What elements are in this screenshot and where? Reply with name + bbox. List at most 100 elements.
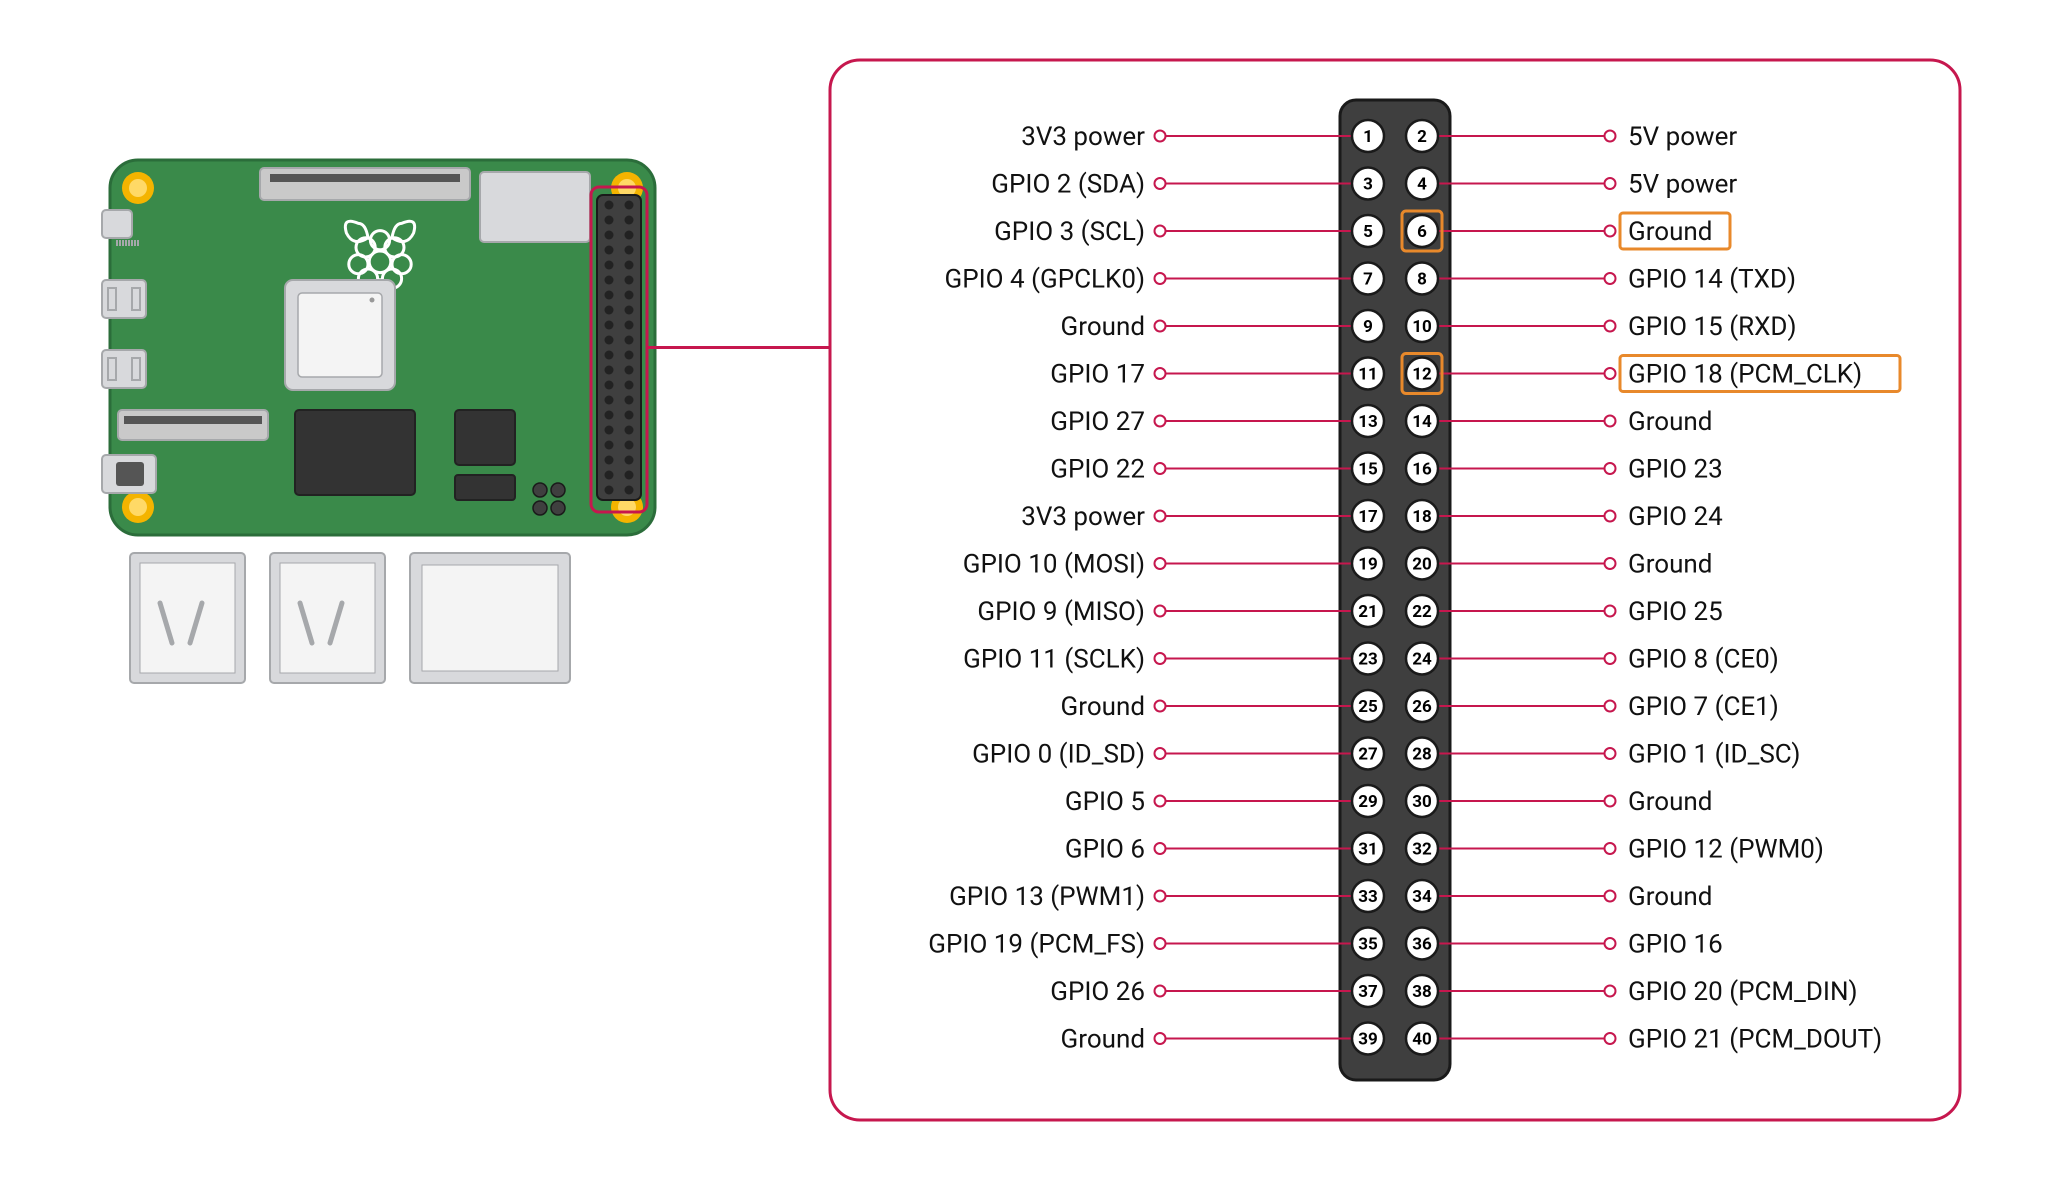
pin-label: GPIO 9 (MISO) — [977, 597, 1145, 627]
ram-chip — [295, 410, 415, 495]
leader-dot — [1155, 463, 1166, 474]
pin-number: 8 — [1417, 270, 1427, 290]
pin-number: 31 — [1358, 840, 1378, 860]
leader-dot — [1155, 986, 1166, 997]
leader-dot — [1155, 178, 1166, 189]
pin-number: 28 — [1412, 745, 1432, 765]
leader-dot — [1605, 321, 1616, 332]
pin-label: GPIO 24 — [1628, 502, 1723, 532]
pin-label: GPIO 13 (PWM1) — [949, 882, 1145, 912]
pin-number: 2 — [1417, 127, 1427, 147]
leader-dot — [1605, 891, 1616, 902]
pin-number: 4 — [1417, 175, 1427, 195]
pin-label: GPIO 14 (TXD) — [1628, 265, 1796, 295]
pin-number: 7 — [1363, 270, 1373, 290]
leader-dot — [1605, 558, 1616, 569]
leader-dot — [1155, 368, 1166, 379]
pin-number: 25 — [1358, 697, 1378, 717]
pin-label: GPIO 16 — [1628, 930, 1723, 960]
leader-dot — [1605, 748, 1616, 759]
pin-number: 40 — [1412, 1030, 1432, 1050]
pin-label: Ground — [1628, 882, 1712, 912]
pin-label: Ground — [1628, 787, 1712, 817]
raspberry-pi-board — [102, 160, 655, 683]
pin-number: 22 — [1412, 602, 1432, 622]
leader-dot — [1155, 843, 1166, 854]
leader-dot — [1605, 416, 1616, 427]
pin-number: 26 — [1412, 697, 1432, 717]
pin-label: GPIO 17 — [1050, 360, 1145, 390]
pin-number: 24 — [1412, 650, 1432, 670]
pin-number: 10 — [1412, 317, 1432, 337]
leader-dot — [1605, 178, 1616, 189]
gpio-header-board — [597, 195, 641, 500]
leader-dot — [1605, 226, 1616, 237]
pin-label: GPIO 27 — [1050, 407, 1145, 437]
pin-number: 29 — [1358, 792, 1378, 812]
pin-label: GPIO 6 — [1065, 835, 1145, 865]
pin-label: GPIO 2 (SDA) — [991, 170, 1145, 200]
leader-dot — [1155, 938, 1166, 949]
rf-shield — [480, 172, 590, 242]
usb-c-port — [102, 210, 132, 238]
pin-number: 39 — [1358, 1030, 1378, 1050]
leader-dot — [1605, 796, 1616, 807]
pin-label: GPIO 3 (SCL) — [994, 217, 1145, 247]
pin-number: 27 — [1358, 745, 1378, 765]
pin-label: Ground — [1061, 692, 1145, 722]
pin-label: GPIO 10 (MOSI) — [963, 550, 1145, 580]
pin-label: GPIO 7 (CE1) — [1628, 692, 1779, 722]
leader-dot — [1605, 131, 1616, 142]
leader-dot — [1155, 653, 1166, 664]
pin-number: 13 — [1358, 412, 1378, 432]
pin-label: 5V power — [1628, 170, 1737, 200]
pin-number: 34 — [1412, 887, 1432, 907]
leader-dot — [1605, 701, 1616, 712]
camera-connector — [118, 410, 268, 440]
pin-number: 11 — [1358, 365, 1378, 385]
pin-label: Ground — [1061, 1025, 1145, 1055]
pin-label: GPIO 26 — [1050, 977, 1145, 1007]
pin-number: 23 — [1358, 650, 1378, 670]
pin-label: 5V power — [1628, 122, 1737, 152]
pin-number: 20 — [1412, 555, 1432, 575]
leader-dot — [1605, 986, 1616, 997]
pin-number: 16 — [1412, 460, 1432, 480]
poe-pin — [551, 483, 565, 497]
pin-label: GPIO 21 (PCM_DOUT) — [1628, 1025, 1882, 1055]
leader-dot — [1155, 416, 1166, 427]
pin-label: GPIO 23 — [1628, 455, 1723, 485]
leader-dot — [1155, 321, 1166, 332]
leader-dot — [1605, 511, 1616, 522]
pin-number: 12 — [1412, 365, 1432, 385]
leader-dot — [1605, 368, 1616, 379]
poe-pin — [533, 501, 547, 515]
pin-label: GPIO 20 (PCM_DIN) — [1628, 977, 1858, 1007]
pin-label: GPIO 25 — [1628, 597, 1723, 627]
leader-dot — [1605, 463, 1616, 474]
leader-dot — [1155, 273, 1166, 284]
pin-label: GPIO 4 (GPCLK0) — [945, 265, 1146, 295]
pin-label: Ground — [1628, 407, 1712, 437]
small-chip — [455, 475, 515, 500]
leader-dot — [1155, 131, 1166, 142]
leader-dot — [1155, 1033, 1166, 1044]
pin-number: 18 — [1412, 507, 1432, 527]
pin-number: 15 — [1358, 460, 1378, 480]
pin-number: 35 — [1358, 935, 1378, 955]
leader-dot — [1605, 938, 1616, 949]
pin-label: Ground — [1628, 550, 1712, 580]
pin-label: GPIO 22 — [1050, 455, 1145, 485]
leader-dot — [1155, 748, 1166, 759]
pinout-diagram: 3V3 power GPIO 2 (SDA) GPIO 3 (SCL) GPIO 4 … — [0, 0, 2064, 1185]
leader-dot — [1155, 511, 1166, 522]
pin-number: 3 — [1363, 175, 1373, 195]
pin-label: GPIO 12 (PWM0) — [1628, 835, 1824, 865]
leader-dot — [1155, 606, 1166, 617]
pin-number: 19 — [1358, 555, 1378, 575]
pin-label: 3V3 power — [1021, 502, 1145, 532]
leader-dot — [1605, 653, 1616, 664]
leader-dot — [1155, 558, 1166, 569]
pin-label: GPIO 8 (CE0) — [1628, 645, 1779, 675]
pin-number: 32 — [1412, 840, 1432, 860]
